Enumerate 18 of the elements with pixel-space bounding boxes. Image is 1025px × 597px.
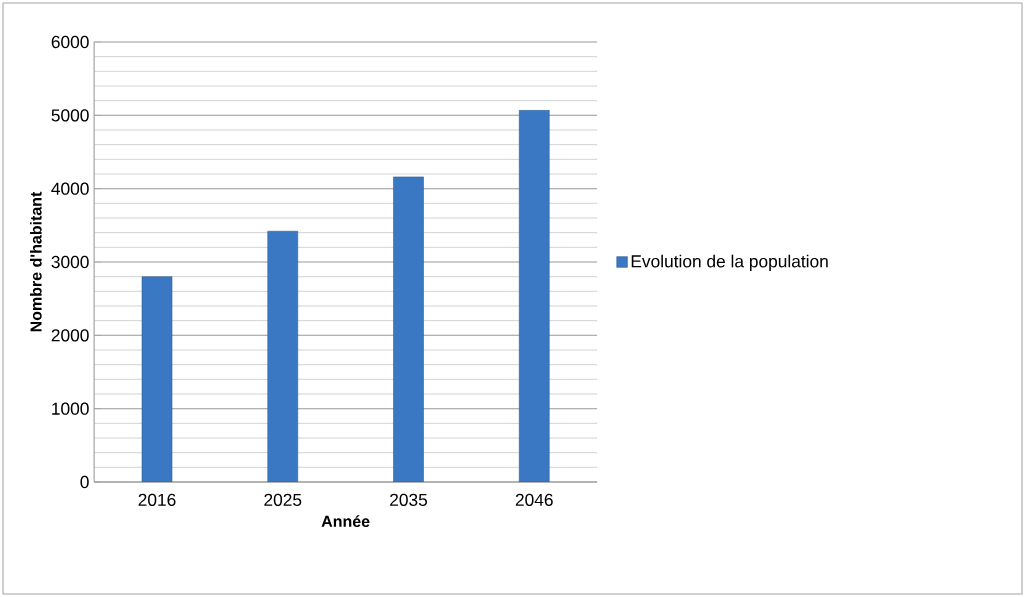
y-axis-title: Nombre d'habitant: [29, 191, 42, 332]
y-tick-label: 0: [80, 475, 89, 489]
bar: [267, 230, 299, 482]
bar: [393, 176, 424, 482]
x-tick-label: 2046: [515, 493, 553, 506]
bar: [141, 276, 173, 482]
x-tick-label: 2016: [138, 493, 176, 506]
y-tick-label: 1000: [52, 402, 89, 415]
x-tick-label: 2035: [390, 493, 428, 506]
y-tick-label: 4000: [51, 182, 89, 195]
bar: [518, 109, 550, 482]
y-tick-label: 2000: [51, 329, 89, 342]
x-tick-label: 2025: [264, 493, 302, 506]
x-axis-title: Année: [321, 515, 370, 528]
y-tick-label: 3000: [51, 255, 89, 269]
y-tick-label: 6000: [51, 35, 89, 49]
legend-label: Evolution de la population: [631, 254, 828, 271]
y-tick-label: 5000: [51, 109, 89, 122]
